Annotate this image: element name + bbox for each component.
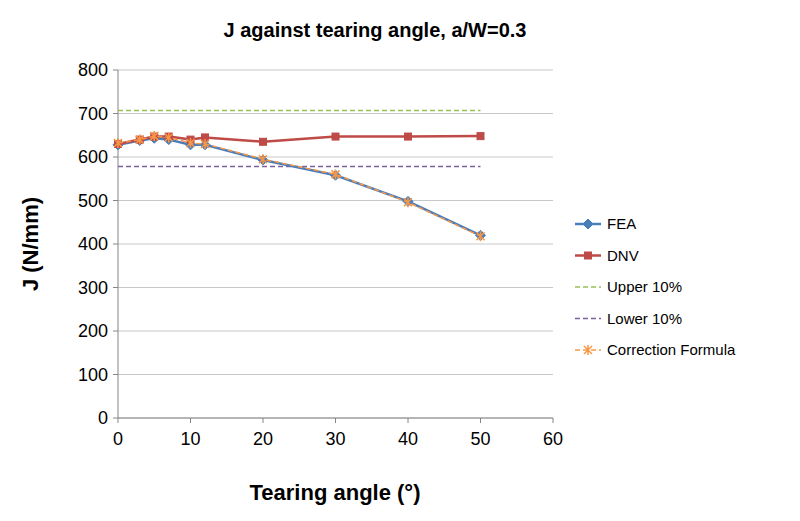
x-axis-label: Tearing angle (°) — [250, 480, 421, 505]
y-tick-label: 400 — [78, 234, 108, 254]
grid-line — [118, 374, 553, 375]
series-marker — [165, 132, 173, 142]
x-tick-label: 10 — [180, 429, 200, 449]
x-tick — [118, 418, 119, 423]
legend: FEA DNV Upper 10% Lower 10% Correction Formu… — [575, 215, 736, 358]
y-tick — [113, 287, 118, 288]
grid-line — [118, 113, 553, 114]
y-tick-label: 300 — [78, 278, 108, 298]
y-tick-label: 100 — [78, 365, 108, 385]
x-tick-label: 30 — [325, 429, 345, 449]
grid-line — [118, 418, 553, 419]
series-line — [118, 136, 481, 236]
legend-label: Upper 10% — [607, 278, 682, 295]
y-tick-label: 200 — [78, 321, 108, 341]
y-tick — [113, 331, 118, 332]
legend-marker — [584, 345, 592, 355]
grid-line — [118, 244, 553, 245]
x-tick-label: 60 — [543, 429, 563, 449]
legend-marker — [585, 252, 592, 259]
legend-marker — [583, 219, 593, 229]
chart: J against tearing angle, a/W=0.301002003… — [0, 0, 800, 521]
legend-line — [575, 286, 601, 288]
y-tick-label: 500 — [78, 191, 108, 211]
series-marker — [201, 139, 209, 149]
y-tick-label: 700 — [78, 104, 108, 124]
legend-label: Lower 10% — [607, 310, 682, 327]
series-marker — [405, 133, 412, 140]
series-marker — [404, 197, 412, 207]
background — [0, 0, 800, 521]
x-tick — [335, 418, 336, 423]
grid-line — [118, 70, 553, 71]
series-marker — [477, 133, 484, 140]
title: J against tearing angle, a/W=0.3 — [224, 19, 527, 41]
series-marker — [150, 131, 158, 141]
series-marker — [187, 138, 195, 148]
y-tick — [113, 418, 118, 419]
series-marker — [136, 135, 144, 145]
y-axis — [118, 70, 119, 418]
y-tick — [113, 70, 118, 71]
grid-line — [118, 200, 553, 201]
grid-line — [118, 287, 553, 288]
y-axis-label: J (N/mm) — [18, 197, 43, 291]
legend-label: FEA — [607, 215, 636, 232]
series-line — [118, 110, 481, 112]
grid-line — [118, 331, 553, 332]
series-marker — [114, 138, 122, 148]
y-tick-label: 600 — [78, 147, 108, 167]
series-line — [118, 138, 481, 235]
x-tick-label: 50 — [470, 429, 490, 449]
series-marker — [260, 138, 267, 145]
x-tick — [553, 418, 554, 423]
series-marker — [332, 169, 340, 179]
x-tick — [408, 418, 409, 423]
x-tick — [263, 418, 264, 423]
series-marker — [477, 231, 485, 241]
series-marker — [259, 154, 267, 164]
x-tick — [480, 418, 481, 423]
y-tick-label: 800 — [78, 60, 108, 80]
y-tick — [113, 374, 118, 375]
legend-label: Correction Formula — [607, 341, 736, 358]
y-tick — [113, 113, 118, 114]
x-tick — [190, 418, 191, 423]
plot-area — [113, 110, 486, 241]
x-tick-label: 20 — [253, 429, 273, 449]
y-tick-label: 0 — [98, 408, 108, 428]
x-tick-label: 40 — [398, 429, 418, 449]
legend-label: DNV — [607, 247, 639, 264]
y-tick — [113, 244, 118, 245]
x-axis — [118, 418, 553, 419]
legend-line — [575, 318, 601, 320]
x-tick-label: 0 — [113, 429, 123, 449]
y-tick — [113, 157, 118, 158]
grid-line — [118, 157, 553, 158]
y-tick — [113, 200, 118, 201]
series-marker — [332, 133, 339, 140]
